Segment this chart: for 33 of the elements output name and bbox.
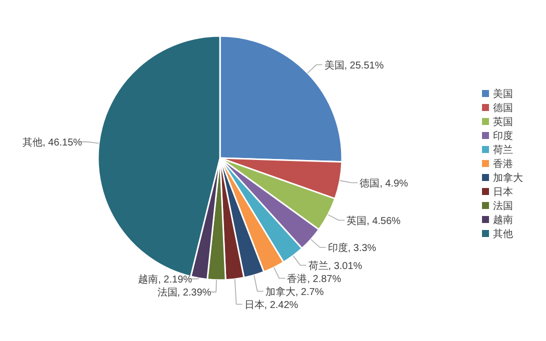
- legend-label: 印度: [493, 130, 513, 142]
- legend-label: 美国: [493, 88, 513, 100]
- slice-label: 印度: [328, 242, 348, 254]
- legend-label: 英国: [493, 116, 513, 128]
- data-label: , 3.3%: [348, 242, 376, 254]
- data-label: , 2.39%: [177, 287, 212, 298]
- legend-label: 德国: [493, 103, 513, 114]
- slice-label: 美国: [324, 59, 344, 72]
- data-label: , 46.15%: [42, 137, 82, 148]
- slice-label: 越南: [138, 273, 158, 286]
- data-label: , 2.7%: [295, 286, 324, 298]
- slice-label: 其他: [22, 136, 43, 148]
- data-label: , 4.56%: [366, 216, 401, 227]
- legend-label: 其他: [493, 228, 513, 240]
- legend-label: 越南: [493, 214, 513, 226]
- legend-label: 加拿大: [493, 172, 523, 184]
- data-label: , 3.01%: [328, 260, 362, 272]
- slice-label: 英国: [346, 214, 367, 227]
- data-label: , 4.9%: [380, 178, 408, 190]
- legend-label: 法国: [493, 200, 513, 212]
- data-label: , 25.51%: [344, 60, 384, 72]
- slice-label: 法国: [157, 286, 178, 298]
- slice-label: 荷兰: [308, 260, 328, 272]
- slice-label: 德国: [360, 178, 380, 190]
- data-label: , 2.87%: [307, 274, 342, 285]
- slice-label: 香港: [287, 272, 308, 285]
- legend-label: 香港: [493, 158, 513, 170]
- legend-label: 荷兰: [493, 144, 513, 156]
- data-label: , 2.19%: [158, 274, 192, 286]
- slice-label: 加拿大: [265, 286, 296, 298]
- legend-label: 日本: [493, 186, 513, 198]
- slice-label: 日本: [244, 298, 264, 311]
- data-label: , 2.42%: [264, 300, 298, 311]
